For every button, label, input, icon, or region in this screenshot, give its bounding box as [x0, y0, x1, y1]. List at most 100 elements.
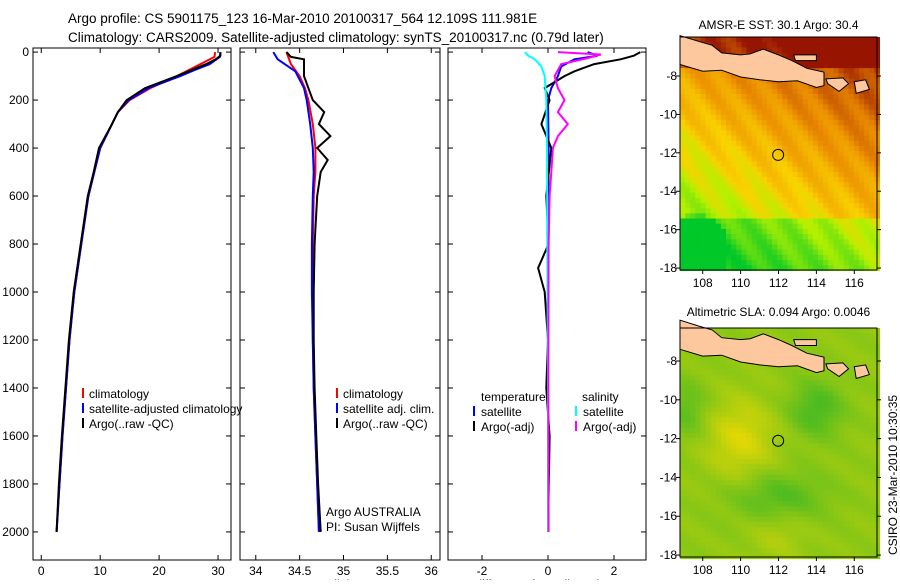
map-cell [751, 459, 758, 465]
map-cell [864, 68, 870, 74]
map-cell [720, 490, 727, 497]
map-cell [756, 156, 763, 163]
map-cell [843, 532, 850, 539]
map-cell [853, 47, 860, 54]
map-cell [859, 109, 865, 116]
map-cell [777, 151, 783, 157]
map-cell [726, 490, 732, 497]
map-cell [756, 135, 763, 142]
map-cell [685, 401, 691, 408]
map-cell [823, 390, 829, 397]
map-cell [859, 480, 865, 486]
map-cell [802, 385, 809, 392]
map-cell [761, 249, 768, 256]
map-cell [756, 411, 763, 418]
map-cell [864, 333, 870, 339]
map-cell [756, 78, 763, 85]
map-cell [843, 109, 850, 116]
map-cell [833, 223, 840, 230]
map-cell [838, 156, 845, 163]
map-cell [838, 401, 845, 408]
map-cell [828, 406, 834, 413]
map-cell [782, 453, 788, 460]
map-cell [695, 228, 701, 235]
map-cell [685, 516, 691, 523]
map-cell [823, 260, 829, 266]
map-cell [813, 553, 819, 560]
map-cell [690, 197, 696, 204]
map-cell [756, 249, 763, 256]
map-cell [700, 161, 707, 168]
map-cell [772, 401, 778, 408]
map-cell [766, 130, 773, 137]
map-cell [802, 464, 809, 470]
map-cell [864, 125, 870, 131]
map-cell [720, 73, 727, 80]
map-cell [690, 177, 696, 183]
map-cell [823, 140, 829, 147]
map-cell [782, 527, 788, 533]
map-cell [685, 521, 691, 528]
map-cell [802, 469, 809, 476]
map-cell [685, 438, 691, 444]
map-cell [782, 260, 788, 266]
map-cell [848, 359, 855, 366]
map-cell [736, 469, 742, 476]
map-cell [766, 208, 773, 214]
map-cell [741, 548, 748, 554]
map-cell [705, 265, 712, 271]
map-cell [720, 94, 727, 100]
map-cell [792, 453, 799, 460]
map-cell [838, 208, 845, 214]
map-cell [700, 417, 707, 423]
map-cell [720, 417, 727, 423]
map-cell [685, 125, 691, 131]
map-cell [685, 145, 691, 152]
map-cell [787, 171, 794, 178]
map-cell [700, 104, 707, 111]
map-cell [705, 369, 712, 376]
map-cell [802, 448, 809, 455]
map-cell [705, 156, 712, 163]
map-cell [802, 542, 809, 549]
map-cell [864, 548, 870, 554]
map-cell [720, 218, 727, 225]
map-cell [761, 109, 768, 116]
map-cell [823, 182, 829, 188]
map-cell [787, 328, 794, 334]
map-cell [726, 47, 732, 54]
map-cell [807, 130, 814, 137]
map-cell [833, 197, 840, 204]
map-cell [818, 125, 824, 131]
map-cell [710, 495, 717, 502]
map-cell [756, 511, 763, 518]
map-cell [869, 500, 875, 507]
map-cell [792, 469, 799, 476]
map-cell [838, 228, 845, 235]
map-cell [746, 166, 753, 173]
map-cell [869, 338, 875, 345]
map-cell [782, 490, 788, 497]
map-cell [833, 359, 840, 366]
map-cell [695, 380, 701, 387]
map-cell [741, 187, 748, 194]
map-cell [705, 364, 712, 371]
map-cell [797, 406, 804, 413]
map-cell [869, 140, 875, 147]
map-cell [756, 192, 763, 199]
map-cell [726, 511, 732, 518]
map-cell [797, 192, 804, 199]
map-cell [823, 62, 829, 69]
map-cell [715, 213, 722, 220]
map-cell [818, 135, 824, 142]
map-cell [736, 120, 742, 126]
map-cell [756, 406, 763, 413]
map-cell [818, 474, 824, 481]
map-cell [864, 459, 870, 465]
map-cell [731, 422, 737, 429]
map-cell [843, 390, 850, 397]
map-cell [695, 385, 701, 392]
map-cell [751, 417, 758, 423]
map-cell [695, 218, 701, 225]
map-cell [828, 516, 834, 523]
